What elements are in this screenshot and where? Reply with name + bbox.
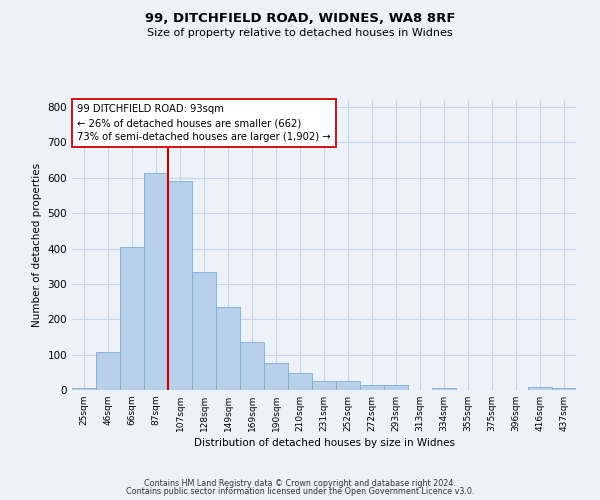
- Bar: [360, 384, 384, 390]
- Bar: [336, 381, 360, 390]
- Bar: [120, 248, 144, 390]
- Y-axis label: Number of detached properties: Number of detached properties: [32, 163, 42, 327]
- Bar: [288, 372, 312, 390]
- Bar: [216, 306, 240, 390]
- Text: Contains public sector information licensed under the Open Government Licence v3: Contains public sector information licen…: [126, 487, 474, 496]
- Bar: [312, 381, 336, 390]
- Bar: [168, 182, 192, 390]
- Text: 99, DITCHFIELD ROAD, WIDNES, WA8 8RF: 99, DITCHFIELD ROAD, WIDNES, WA8 8RF: [145, 12, 455, 26]
- Bar: [240, 342, 264, 390]
- Bar: [384, 384, 408, 390]
- Bar: [432, 388, 456, 390]
- Bar: [72, 388, 96, 390]
- Text: Size of property relative to detached houses in Widnes: Size of property relative to detached ho…: [147, 28, 453, 38]
- Bar: [528, 387, 552, 390]
- Bar: [96, 352, 120, 390]
- X-axis label: Distribution of detached houses by size in Widnes: Distribution of detached houses by size …: [193, 438, 455, 448]
- Text: Contains HM Land Registry data © Crown copyright and database right 2024.: Contains HM Land Registry data © Crown c…: [144, 478, 456, 488]
- Bar: [264, 363, 288, 390]
- Bar: [192, 272, 216, 390]
- Bar: [552, 388, 576, 390]
- Text: 99 DITCHFIELD ROAD: 93sqm
← 26% of detached houses are smaller (662)
73% of semi: 99 DITCHFIELD ROAD: 93sqm ← 26% of detac…: [77, 104, 331, 142]
- Bar: [144, 173, 168, 390]
